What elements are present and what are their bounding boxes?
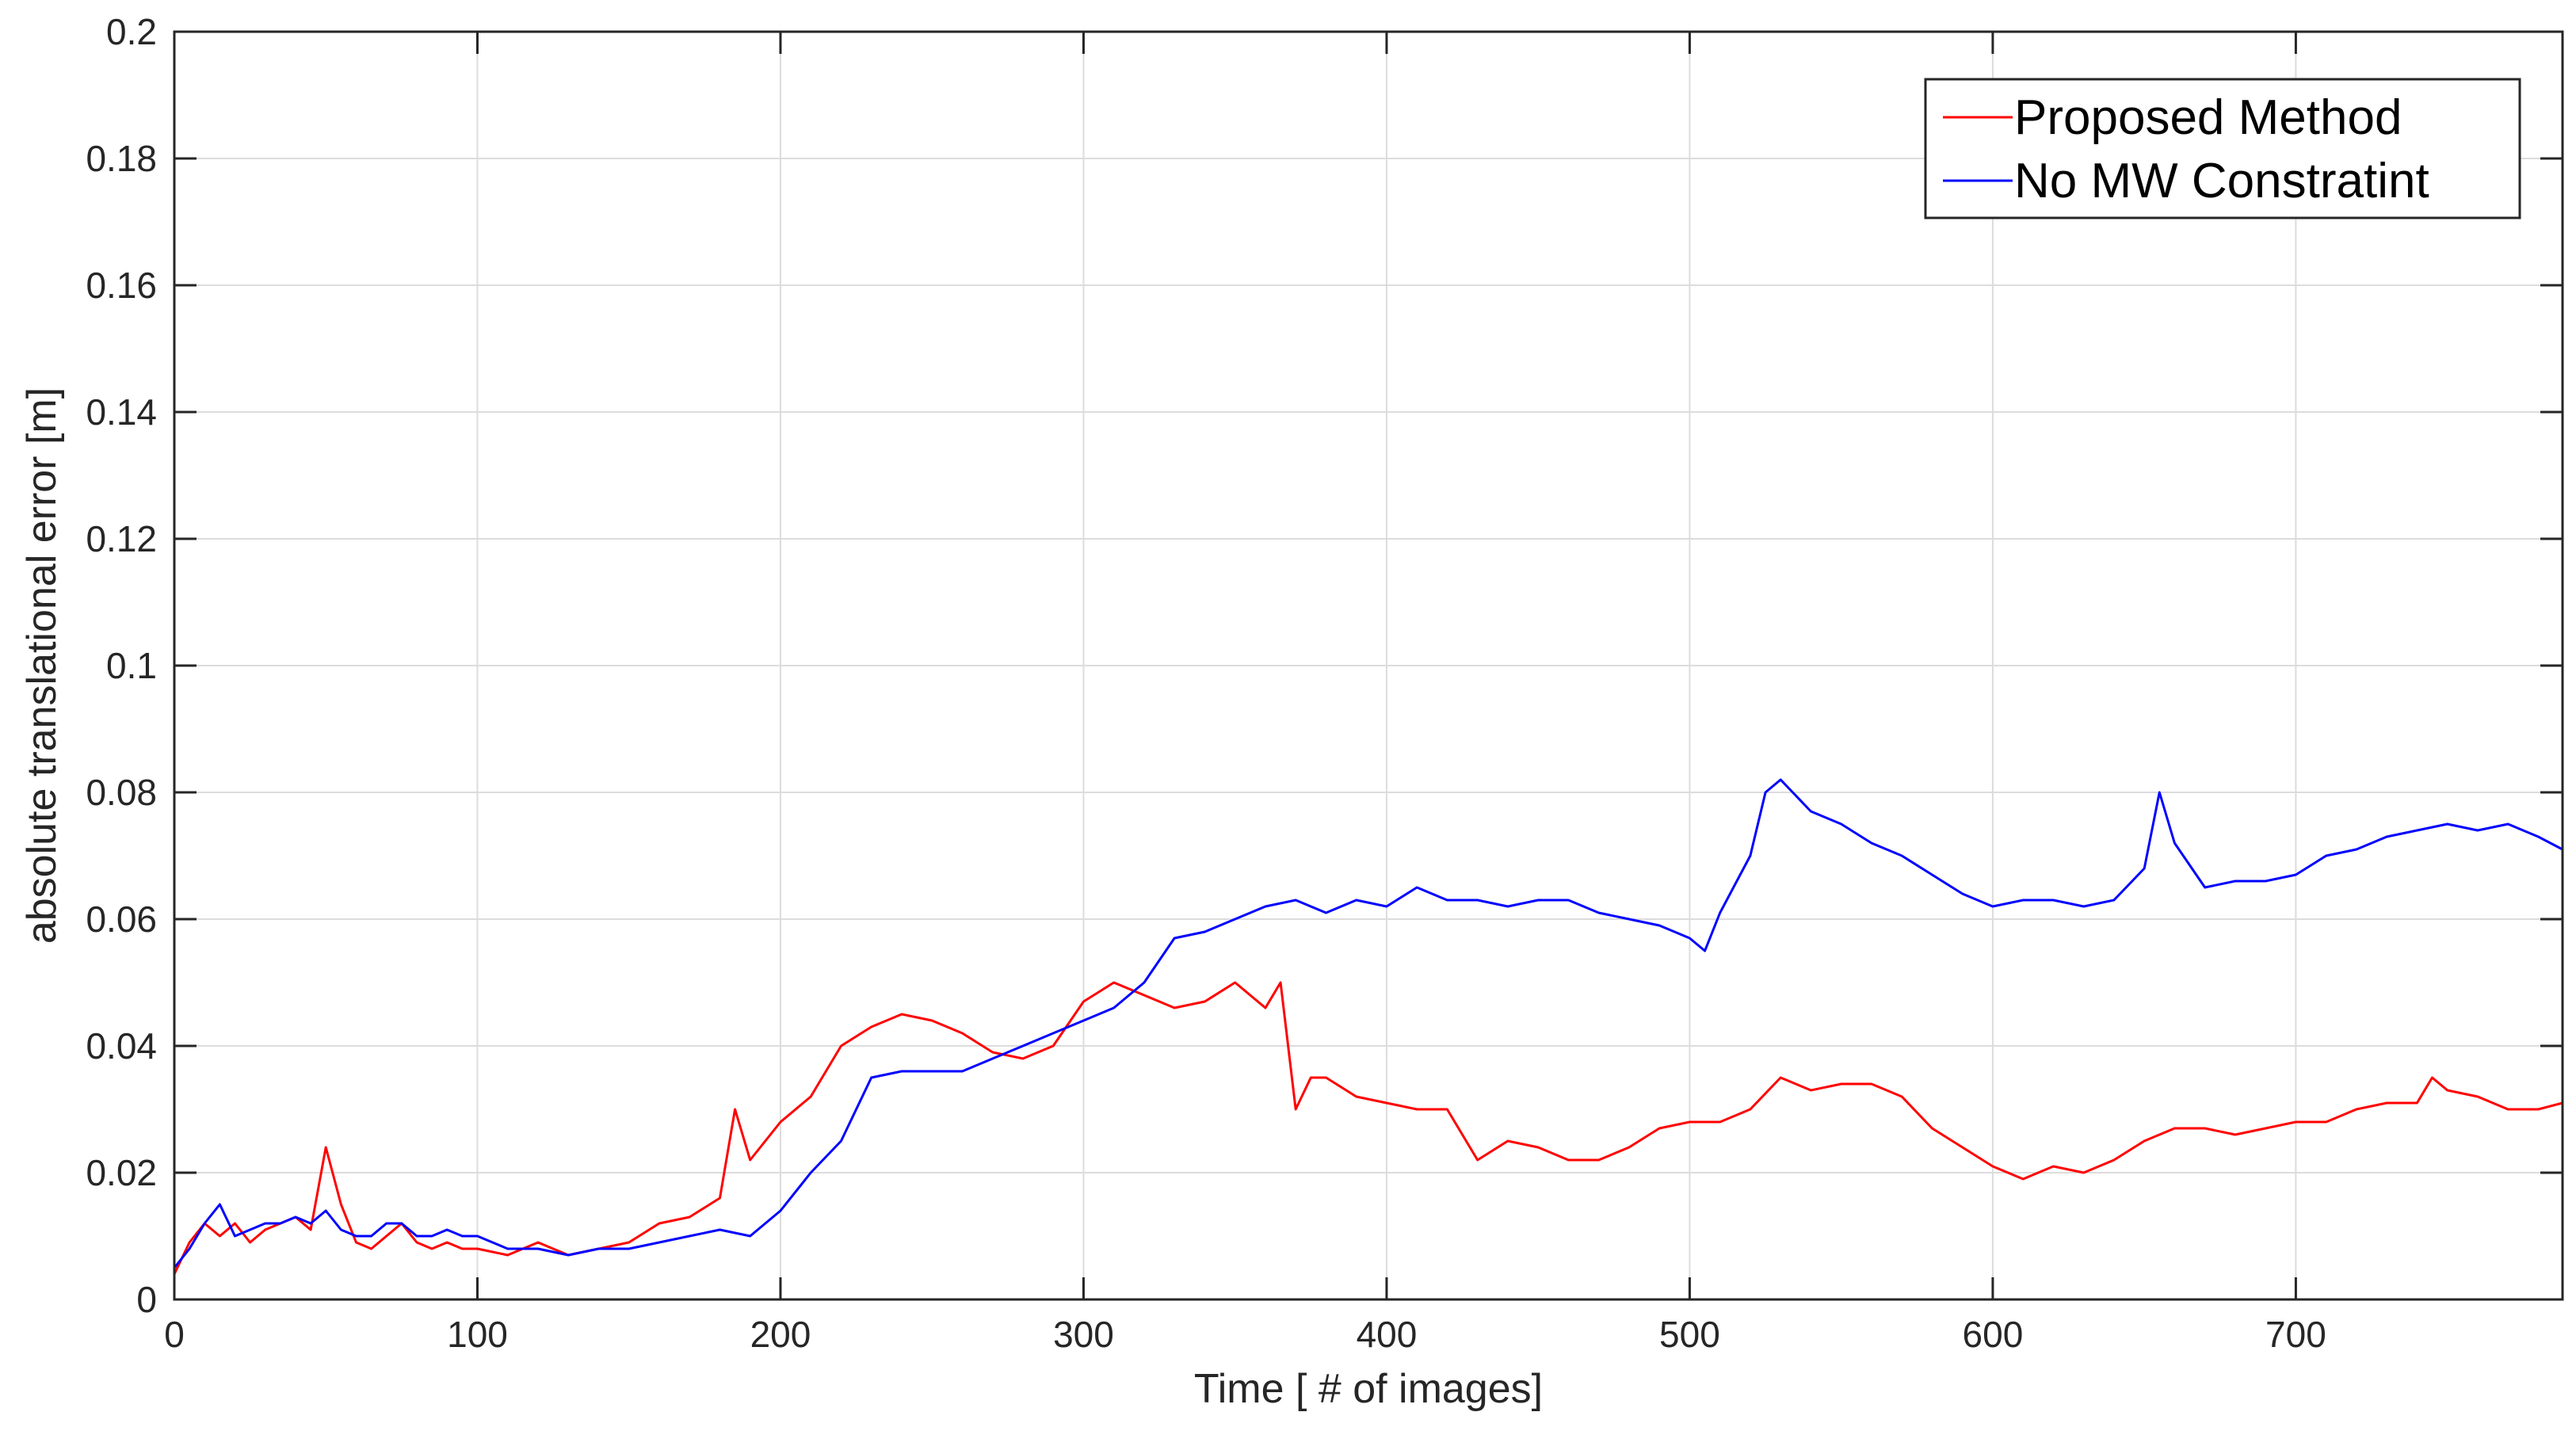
x-tick-label: 300	[1053, 1314, 1114, 1355]
x-tick-label: 600	[1963, 1314, 2024, 1355]
legend-label-proposed-method: Proposed Method	[2014, 90, 2402, 145]
y-tick-label: 0.16	[86, 265, 157, 306]
legend-box	[1924, 78, 2521, 219]
x-tick-label: 700	[2265, 1314, 2326, 1355]
y-tick-label: 0.08	[86, 772, 157, 813]
y-tick-label: 0	[136, 1279, 157, 1320]
series-lines	[173, 778, 2563, 1275]
series-line-proposed-method	[173, 981, 2563, 1275]
x-tick-label: 100	[447, 1314, 508, 1355]
y-tick-label: 0.12	[86, 518, 157, 559]
x-tick-label: 200	[750, 1314, 811, 1355]
y-tick-label: 0.06	[86, 899, 157, 940]
legend-label-no-mw-constraint: No MW Constratint	[2014, 154, 2429, 208]
y-tick-label: 0.02	[86, 1152, 157, 1193]
x-tick-label: 0	[164, 1314, 185, 1355]
y-tick-label: 0.18	[86, 138, 157, 179]
y-tick-label: 0.14	[86, 391, 157, 433]
y-tick-label: 0.04	[86, 1025, 157, 1067]
x-axis-label: Time [ # of images]	[1194, 1366, 1543, 1412]
y-tick-label: 0.1	[106, 645, 157, 686]
axis-ticks: 0 100 200 300 400 500 600 700 0 0.02 0.04 0.06 0.08 0…	[86, 11, 2563, 1355]
y-axis-label: absolute translational error [m]	[19, 387, 65, 944]
x-tick-label: 500	[1659, 1314, 1720, 1355]
series-line-no-mw-constratint	[173, 778, 2563, 1269]
legend: Proposed Method No MW Constratint	[1924, 78, 2521, 219]
y-tick-label: 0.2	[106, 11, 157, 52]
x-tick-label: 400	[1357, 1314, 1418, 1355]
